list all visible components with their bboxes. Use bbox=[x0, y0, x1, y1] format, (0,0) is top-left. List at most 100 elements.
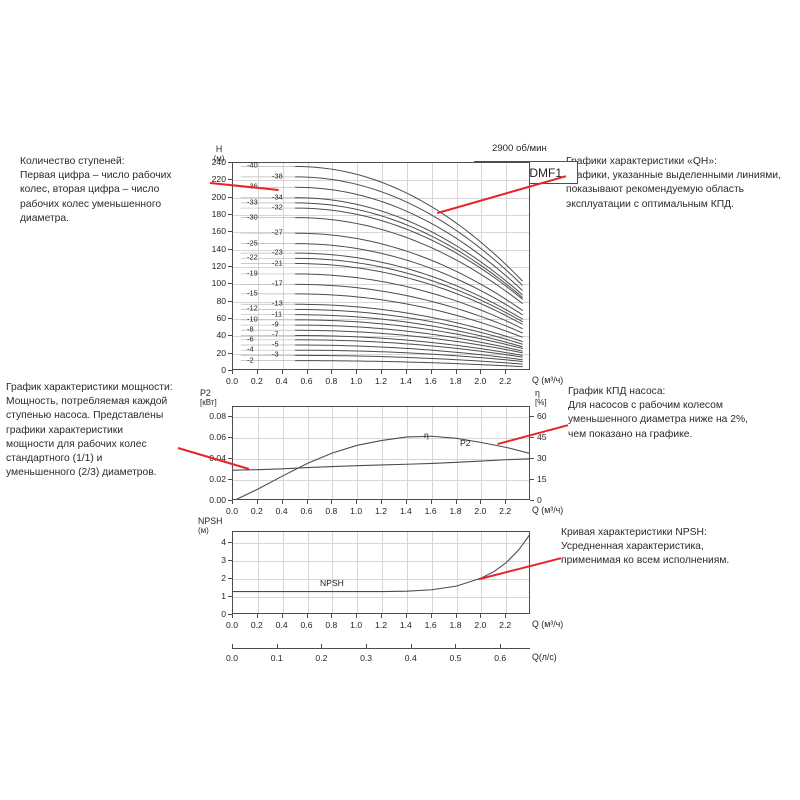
annotation-power-line-2: Мощность, потребляемая каждой bbox=[6, 396, 168, 408]
qh-curve--17 bbox=[294, 283, 523, 334]
y2-tick-label: 30 bbox=[537, 453, 547, 464]
npsh-y-axis-label: NPSH (м) bbox=[198, 516, 223, 535]
x-tick-label: 2.0 bbox=[474, 620, 487, 630]
qh-curve--19 bbox=[294, 273, 523, 330]
y-tick-label: 1 bbox=[221, 590, 226, 601]
y-tick-label: 100 bbox=[211, 278, 226, 289]
qh-curve--3 bbox=[294, 354, 523, 365]
x-tick bbox=[257, 370, 258, 374]
x-tick-label: 0.2 bbox=[250, 620, 263, 630]
annotation-power-line-6: стандартного (1/1) и bbox=[6, 453, 103, 465]
y-tick bbox=[228, 231, 232, 232]
npsh-curve-group bbox=[233, 534, 529, 593]
x-tick-label: 0.6 bbox=[300, 376, 313, 386]
qh-stage-label--21: -21 bbox=[272, 258, 283, 268]
annotation-power: График характеристики мощности: Мощность… bbox=[6, 381, 173, 480]
power-plot-area bbox=[232, 406, 530, 500]
x-tick-label: 0.0 bbox=[226, 620, 238, 630]
gridline-horizontal bbox=[233, 302, 529, 303]
y-tick bbox=[228, 266, 232, 267]
x-tick-label: 2.2 bbox=[499, 376, 512, 386]
annotation-qh-line-2: Графики, указанные выделенными линиями, bbox=[566, 170, 781, 182]
x-tick bbox=[381, 370, 382, 374]
y2-tick-label: 0 bbox=[537, 495, 542, 505]
gridline-vertical bbox=[382, 532, 383, 613]
gridline-vertical bbox=[432, 407, 433, 499]
x-tick bbox=[282, 500, 283, 504]
qh-curve--25 bbox=[294, 243, 523, 316]
x-tick-label: 0.4 bbox=[275, 376, 288, 386]
gridline-vertical bbox=[258, 163, 259, 369]
qh-stage-label--9: -9 bbox=[272, 319, 279, 329]
qh-curve--6 bbox=[294, 339, 523, 358]
qh-stage-label--3: -3 bbox=[272, 349, 279, 359]
x-tick-label: 0.6 bbox=[300, 506, 313, 516]
qh-stage-label--22: -22 bbox=[247, 252, 258, 262]
gridline-vertical bbox=[407, 532, 408, 613]
x-tick bbox=[331, 500, 332, 504]
annotation-stages-line-1: Количество ступеней: bbox=[20, 156, 125, 167]
qh-curve--22 bbox=[294, 257, 523, 323]
qh-stage-label--7: -7 bbox=[272, 329, 279, 339]
gridline-vertical bbox=[481, 532, 482, 613]
qh-curve--23 bbox=[294, 252, 523, 320]
x-tick bbox=[356, 614, 357, 618]
npsh-curve bbox=[233, 534, 529, 593]
qh-curve--27 bbox=[294, 232, 523, 311]
qh-stage-label--11: -11 bbox=[272, 309, 283, 319]
x-tick-label: 1.4 bbox=[399, 620, 412, 630]
x-tick-label: 2.0 bbox=[474, 376, 487, 386]
x-tick-label: 1.2 bbox=[375, 620, 387, 630]
y2-tick bbox=[530, 479, 534, 480]
x-tick bbox=[307, 614, 308, 618]
qh-curve--10 bbox=[294, 319, 523, 349]
y2-tick-label: 45 bbox=[537, 432, 547, 443]
gridline-horizontal bbox=[233, 543, 529, 544]
annotation-npsh-line-3: применимая ко всем исполнениям. bbox=[561, 555, 730, 567]
y-tick-label: 60 bbox=[216, 313, 226, 323]
x-tick bbox=[381, 500, 382, 504]
x-tick-label: 1.0 bbox=[350, 506, 363, 516]
x-tick bbox=[431, 614, 432, 618]
qh-stage-label--25: -25 bbox=[247, 238, 258, 248]
y-tick-label: 80 bbox=[216, 295, 226, 306]
x2-tick bbox=[455, 644, 456, 648]
y-tick bbox=[228, 542, 232, 543]
gridline-vertical bbox=[506, 163, 507, 369]
x-tick-label: 1.6 bbox=[424, 620, 437, 630]
qh-stage-label--15: -15 bbox=[247, 288, 258, 298]
p2-curve bbox=[233, 458, 529, 471]
x-tick bbox=[257, 500, 258, 504]
y-tick bbox=[228, 500, 232, 501]
gridline-vertical bbox=[283, 163, 284, 369]
npsh-x-axis-label: Q (м³/ч) bbox=[532, 619, 564, 629]
x-tick-label: 0.8 bbox=[325, 376, 338, 386]
x-tick bbox=[282, 614, 283, 618]
qh-stage-label--13: -13 bbox=[272, 298, 283, 308]
qh-stage-label--40: -40 bbox=[247, 160, 258, 170]
x-tick bbox=[307, 500, 308, 504]
gridline-vertical bbox=[332, 532, 333, 613]
qh-x-axis-label: Q (м³/ч) bbox=[532, 375, 564, 385]
gridline-vertical bbox=[407, 163, 408, 369]
x2-tick bbox=[366, 644, 367, 648]
gridline-vertical bbox=[357, 532, 358, 613]
x-tick bbox=[505, 370, 506, 374]
x-tick bbox=[505, 500, 506, 504]
y2-tick bbox=[530, 437, 534, 438]
y-tick bbox=[228, 197, 232, 198]
gridline-horizontal bbox=[233, 561, 529, 562]
y-tick-label: 4 bbox=[221, 536, 226, 547]
annotation-npsh: Кривая характеристики NPSH: Усредненная … bbox=[561, 526, 729, 569]
x-tick bbox=[480, 614, 481, 618]
y-tick bbox=[228, 437, 232, 438]
qh-stage-label--17: -17 bbox=[272, 278, 283, 288]
y-tick bbox=[228, 416, 232, 417]
qh-curve--15 bbox=[294, 293, 523, 338]
x2-tick-label: 0.1 bbox=[270, 653, 283, 663]
x2-tick bbox=[232, 644, 233, 648]
y-tick-label: 0.00 bbox=[209, 495, 226, 505]
annotation-efficiency-line-1: График КПД насоса: bbox=[568, 386, 666, 397]
x-tick-label: 1.4 bbox=[399, 506, 412, 516]
